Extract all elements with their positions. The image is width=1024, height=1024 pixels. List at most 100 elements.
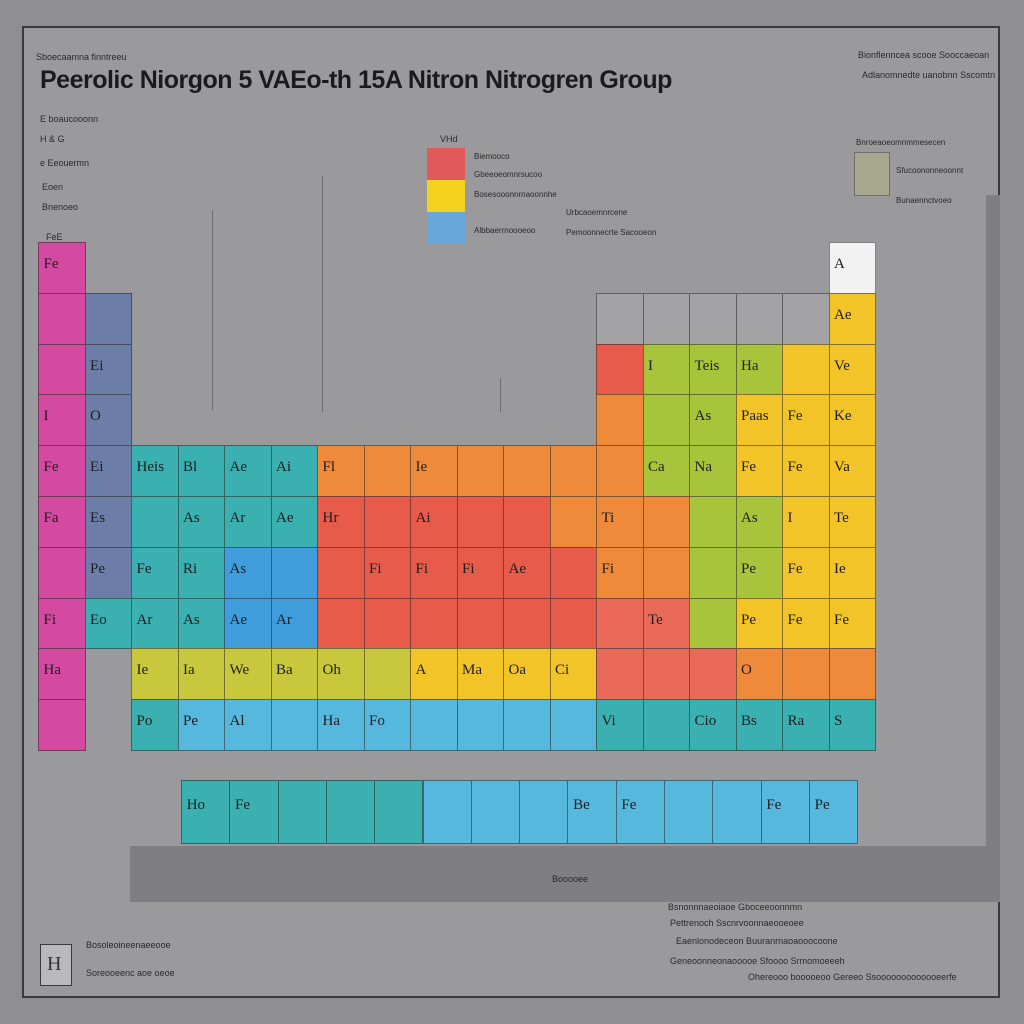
page-stamp: Booooee: [552, 874, 589, 884]
cell-symbol: A: [834, 255, 845, 272]
element-cell: Fe: [735, 445, 783, 497]
element-cell: Fe: [828, 597, 876, 650]
element-cell: Paas: [735, 394, 783, 447]
f-block-cell: [374, 780, 424, 844]
element-cell: [642, 292, 690, 345]
cell-symbol: Teis: [694, 357, 720, 374]
cell-symbol: Ha: [322, 713, 341, 730]
element-cell: Ar: [131, 597, 179, 650]
cell-symbol: Pe: [90, 560, 106, 577]
element-cell: [456, 597, 504, 650]
cell-symbol: Oa: [508, 662, 527, 679]
cell-symbol: Fe: [787, 459, 803, 476]
cell-symbol: Ca: [648, 459, 665, 476]
f-block-cell: [712, 780, 762, 844]
legend-swatch-yellow: [427, 180, 465, 212]
element-cell: Fe: [782, 546, 830, 599]
element-cell: [689, 648, 737, 701]
element-cell: As: [177, 597, 225, 650]
cell-symbol: As: [183, 611, 200, 628]
cell-symbol: Ie: [136, 662, 149, 679]
bottom-right-note: Bsnonnnaeoiaoe Gboceeoonnmn: [668, 902, 803, 912]
element-cell: Teis: [689, 343, 737, 396]
element-cell: [689, 597, 737, 650]
cell-symbol: We: [229, 662, 250, 679]
cell-symbol: Fe: [787, 408, 803, 425]
element-cell: Ri: [177, 546, 225, 599]
bottom-right-note: Pettrenoch Sscnrvoonnaeooeoee: [670, 918, 804, 928]
element-cell: Fe: [38, 445, 86, 497]
element-cell: Ar: [224, 496, 272, 548]
element-cell: [642, 394, 690, 447]
bottom-right-note: Ohereooo booooeoo Gereeo Ssooooooooooooe…: [748, 972, 957, 982]
element-cell: [317, 546, 365, 599]
cell-symbol: Ae: [229, 459, 248, 476]
f-block-cell: Fe: [760, 780, 810, 844]
element-cell: Pe: [735, 597, 783, 650]
element-cell: [84, 292, 132, 345]
cell-symbol: Fe: [766, 797, 782, 814]
subtitle: Sboecaamna finntreeu: [36, 52, 127, 62]
element-cell: We: [224, 648, 272, 701]
cell-symbol: Ai: [276, 459, 292, 476]
f-block-cell: [422, 780, 472, 844]
element-cell: [503, 699, 551, 751]
element-cell: Fo: [363, 699, 411, 751]
cell-symbol: Oh: [322, 662, 341, 679]
element-cell: Va: [828, 445, 876, 497]
element-cell: O: [735, 648, 783, 701]
element-cell: Es: [84, 496, 132, 548]
element-cell: Oh: [317, 648, 365, 701]
cell-symbol: Eo: [90, 611, 107, 628]
element-cell: Ei: [84, 343, 132, 396]
element-cell: [38, 546, 86, 599]
cell-symbol: Ar: [229, 509, 246, 526]
element-cell: Fe: [782, 445, 830, 497]
element-cell: [270, 546, 318, 599]
element-cell: [642, 699, 690, 751]
legend-label: Gbeeoeomnrsucoo: [474, 170, 543, 179]
element-cell: [596, 445, 644, 497]
element-cell: Cio: [689, 699, 737, 751]
element-cell: Ai: [410, 496, 458, 548]
element-cell: As: [735, 496, 783, 548]
right-legend-label: Bunaennctvoeo: [896, 196, 952, 205]
element-cell: [456, 496, 504, 548]
cell-symbol: O: [90, 408, 101, 425]
cell-symbol: Vi: [601, 713, 616, 730]
element-cell: Oa: [503, 648, 551, 701]
cell-symbol: Ma: [462, 662, 483, 679]
left-note: FeE: [46, 232, 63, 242]
cell-symbol: Ai: [415, 509, 431, 526]
cell-symbol: Te: [648, 611, 663, 628]
cell-symbol: Pe: [741, 560, 757, 577]
footer-line: Bosoleoineenaeeooe: [86, 940, 171, 950]
element-cell: Ie: [131, 648, 179, 701]
f-block-cell: [470, 780, 521, 844]
callout-line: [500, 378, 501, 412]
element-cell: Ae: [503, 546, 551, 599]
element-cell: [38, 343, 86, 396]
element-cell: Fe: [38, 242, 86, 294]
legend-label: Bosesooonnrnaoonnhe: [474, 190, 557, 199]
cell-symbol: O: [741, 662, 752, 679]
element-cell: Ci: [549, 648, 597, 701]
element-cell: Ra: [782, 699, 830, 751]
element-cell: [363, 648, 411, 701]
element-cell: S: [828, 699, 876, 751]
element-cell: [689, 496, 737, 548]
legend-heading: VHd: [440, 134, 458, 144]
element-cell: [410, 699, 458, 751]
cell-symbol: Bl: [183, 459, 198, 476]
element-cell: [549, 546, 597, 599]
cell-symbol: Ba: [276, 662, 293, 679]
element-cell: Ie: [828, 546, 876, 599]
element-cell: [596, 343, 644, 396]
f-block-cell: Ho: [181, 780, 231, 844]
f-block-cell: [325, 780, 376, 844]
element-cell: [596, 394, 644, 447]
cell-symbol: Pe: [183, 713, 199, 730]
cell-symbol: Ei: [90, 459, 104, 476]
cell-symbol: Fi: [462, 560, 475, 577]
f-block-cell: Fe: [615, 780, 665, 844]
